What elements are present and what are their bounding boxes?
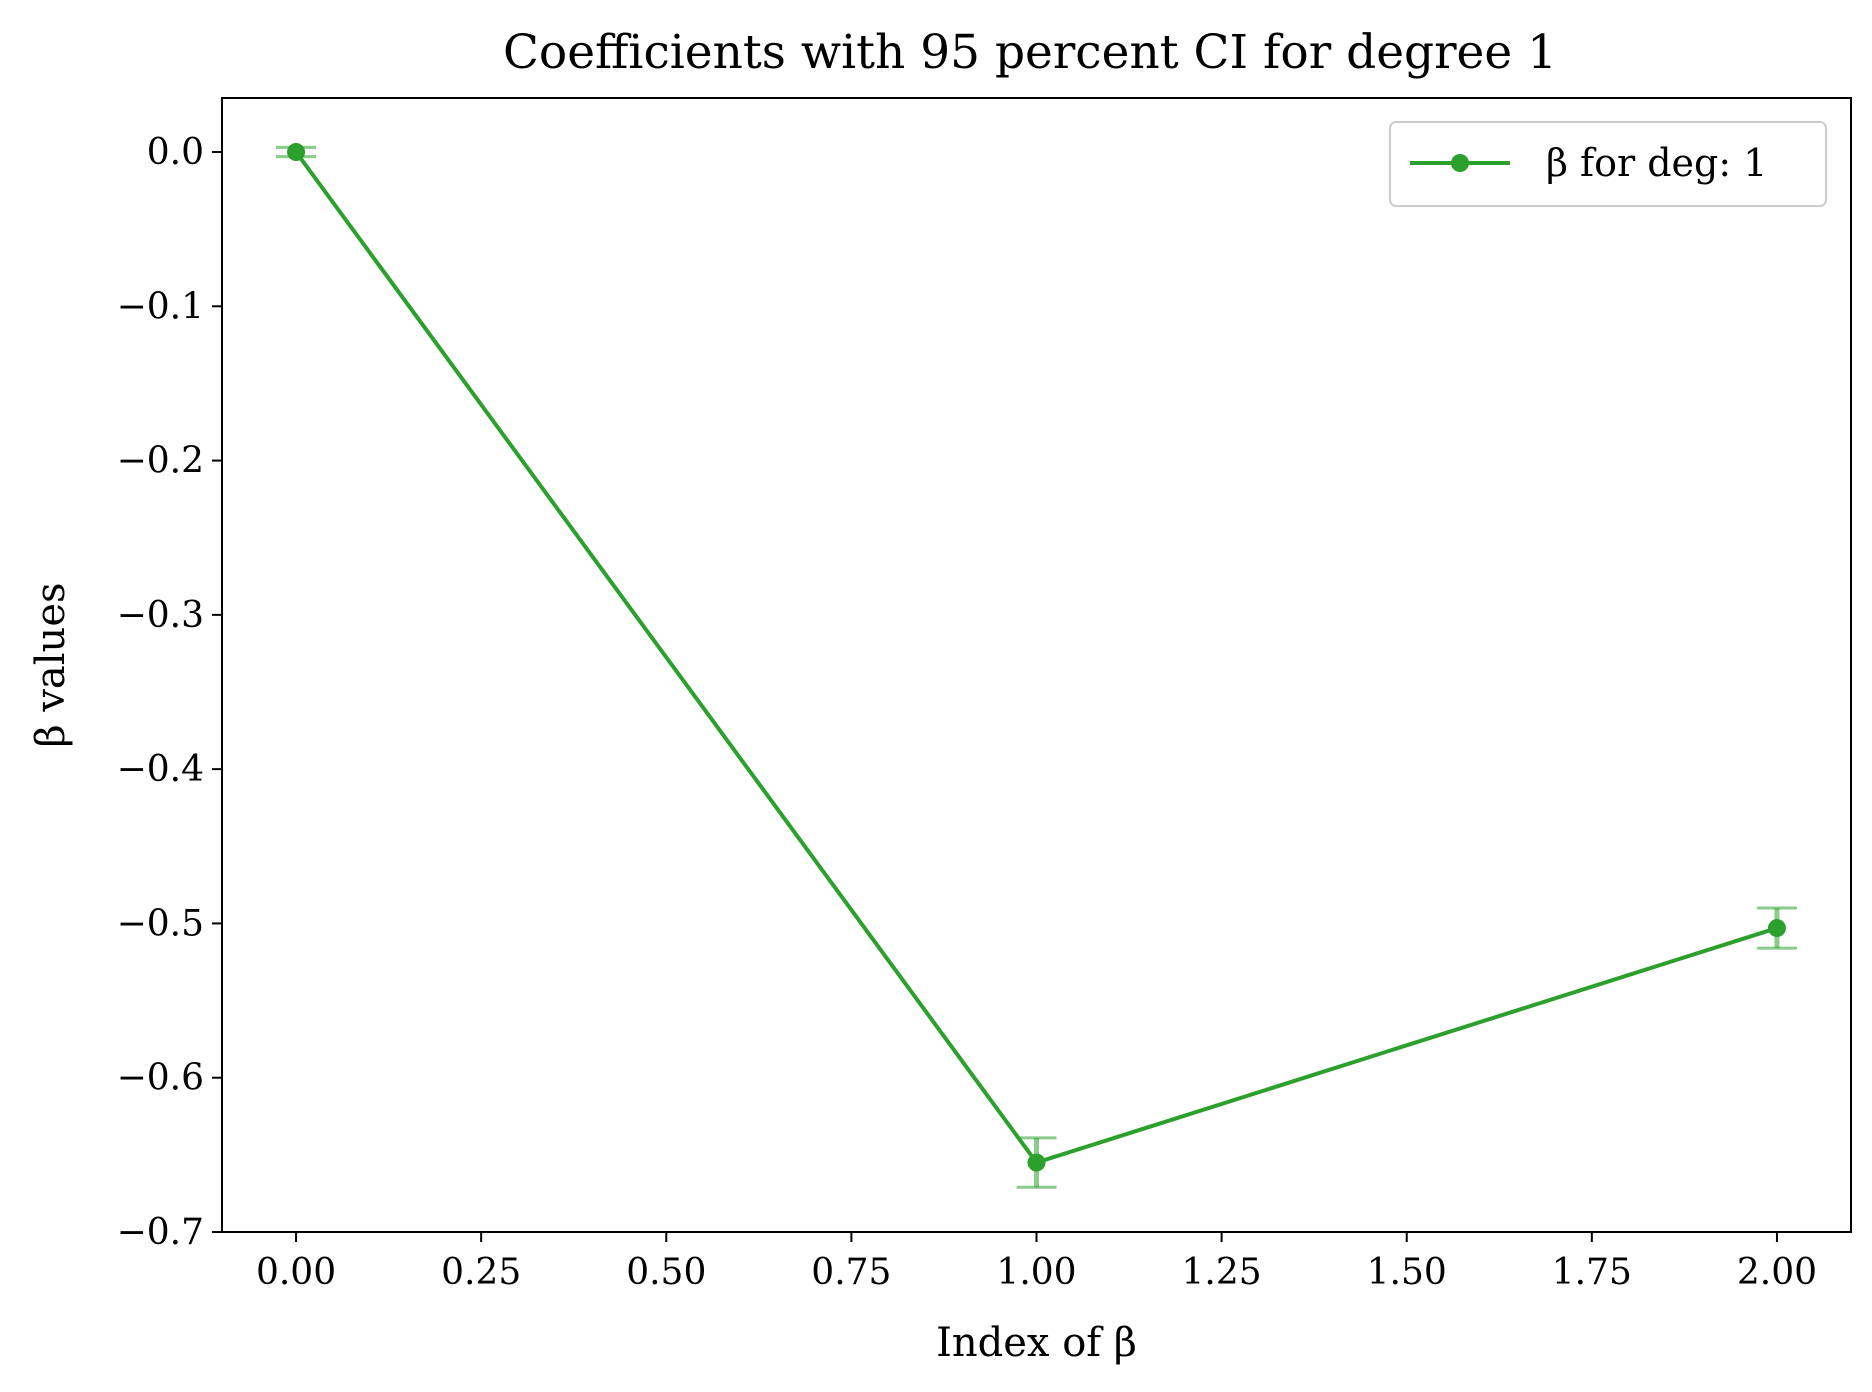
x-tick-label: 0.25 [441,1252,521,1293]
chart-title: Coefficients with 95 percent CI for degr… [503,25,1557,80]
legend-box [1389,121,1827,207]
x-tick-label: 0.75 [811,1252,891,1293]
x-tick-label: 2.00 [1737,1252,1817,1293]
y-tick-label: −0.2 [117,441,204,482]
x-tick-label: 0.50 [626,1252,706,1293]
x-tick-label: 0.00 [256,1252,336,1293]
data-point [1027,1153,1046,1172]
x-tick-label: 1.25 [1182,1252,1262,1293]
y-tick-label: −0.4 [117,749,204,790]
y-tick-label: −0.3 [117,595,204,636]
data-point [287,143,306,161]
x-tick-label: 1.50 [1367,1252,1447,1293]
y-axis-label: β values [28,582,74,747]
plot-area [276,143,1797,1189]
x-axis: 0.00 0.25 0.50 0.75 1.00 1.25 1.50 1.75 2.00 [256,1232,1817,1293]
x-axis-label: Index of β [936,1320,1137,1366]
y-tick-label: −0.5 [117,903,204,944]
y-tick-label: 0.0 [147,132,204,173]
legend-entry-label: β for deg: 1 [1546,141,1767,185]
y-tick-label: −0.7 [117,1212,204,1253]
legend-marker-swatch [1451,154,1469,172]
y-tick-label: −0.1 [117,286,204,327]
x-tick-label: 1.00 [996,1252,1076,1293]
legend: β for deg: 1 [1389,121,1827,207]
y-axis: 0.0 −0.1 −0.2 −0.3 −0.4 −0.5 −0.6 −0.7 [117,132,222,1253]
x-tick-label: 1.75 [1552,1252,1632,1293]
y-tick-label: −0.6 [117,1058,204,1099]
data-point [1767,919,1786,938]
